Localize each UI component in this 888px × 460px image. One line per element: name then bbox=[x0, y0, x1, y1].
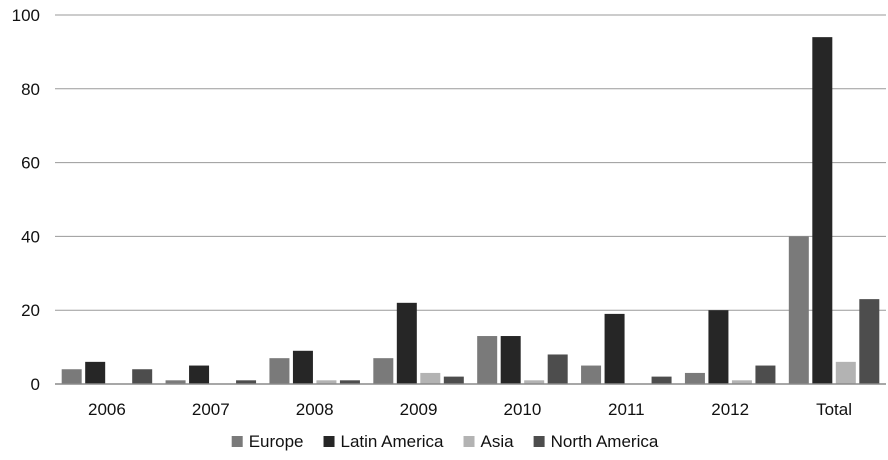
x-tick-label: Total bbox=[816, 400, 852, 419]
bar-europe-2007 bbox=[165, 380, 186, 384]
bar-north-america-2008 bbox=[339, 380, 360, 384]
bar-europe-2008 bbox=[269, 358, 290, 384]
bar-north-america-2009 bbox=[443, 376, 464, 384]
bar-north-america-2012 bbox=[755, 365, 776, 384]
bar-north-america-2010 bbox=[547, 354, 568, 384]
y-tick-label: 60 bbox=[21, 154, 40, 173]
x-tick-label: 2009 bbox=[400, 400, 438, 419]
y-tick-label: 100 bbox=[12, 6, 40, 25]
x-tick-label: 2007 bbox=[192, 400, 230, 419]
bar-north-america-2007 bbox=[236, 380, 257, 384]
bar-latin-america-2011 bbox=[604, 313, 625, 384]
x-tick-label: 2012 bbox=[711, 400, 749, 419]
bar-asia-2012 bbox=[731, 380, 752, 384]
bar-north-america-2006 bbox=[132, 369, 153, 384]
legend-label: Asia bbox=[481, 432, 515, 451]
bar-latin-america-2008 bbox=[292, 350, 313, 384]
bar-europe-2006 bbox=[61, 369, 82, 384]
bar-asia-2010 bbox=[524, 380, 545, 384]
y-tick-label: 0 bbox=[31, 375, 40, 394]
x-tick-label: 2006 bbox=[88, 400, 126, 419]
bar-asia-total bbox=[835, 361, 856, 384]
y-tick-label: 80 bbox=[21, 80, 40, 99]
bars bbox=[61, 37, 880, 384]
bar-asia-2008 bbox=[316, 380, 337, 384]
bar-europe-2011 bbox=[581, 365, 602, 384]
x-tick-label: 2011 bbox=[608, 400, 645, 419]
legend-swatch bbox=[533, 436, 545, 447]
bar-latin-america-2007 bbox=[189, 365, 210, 384]
bar-europe-2009 bbox=[373, 358, 394, 384]
bar-latin-america-2010 bbox=[500, 336, 521, 384]
bar-europe-total bbox=[788, 236, 809, 384]
legend-swatch bbox=[463, 436, 475, 447]
bar-north-america-total bbox=[859, 299, 880, 384]
bar-latin-america-2009 bbox=[396, 302, 417, 384]
bar-latin-america-2006 bbox=[85, 361, 106, 384]
x-axis-ticks: 2006 2007 2008 2009 2010 2011 2012 Total bbox=[88, 400, 852, 419]
bar-latin-america-total bbox=[812, 37, 833, 384]
bar-north-america-2011 bbox=[651, 376, 672, 384]
legend-swatch bbox=[231, 436, 243, 447]
legend-swatch bbox=[323, 436, 335, 447]
x-tick-label: 2010 bbox=[504, 400, 542, 419]
bar-asia-2009 bbox=[420, 372, 441, 384]
legend-label: Europe bbox=[249, 432, 304, 451]
bar-latin-america-2012 bbox=[708, 310, 729, 384]
gridlines bbox=[55, 14, 886, 311]
y-tick-label: 20 bbox=[21, 301, 40, 320]
y-axis-ticks: 0 20 40 60 80 100 bbox=[12, 6, 40, 394]
x-tick-label: 2008 bbox=[296, 400, 334, 419]
bar-europe-2010 bbox=[477, 336, 498, 384]
legend-label: North America bbox=[551, 432, 659, 451]
legend-label: Latin America bbox=[341, 432, 445, 451]
legend: Europe Latin America Asia North America bbox=[231, 432, 659, 451]
y-tick-label: 40 bbox=[21, 227, 40, 246]
bar-europe-2012 bbox=[684, 372, 705, 384]
